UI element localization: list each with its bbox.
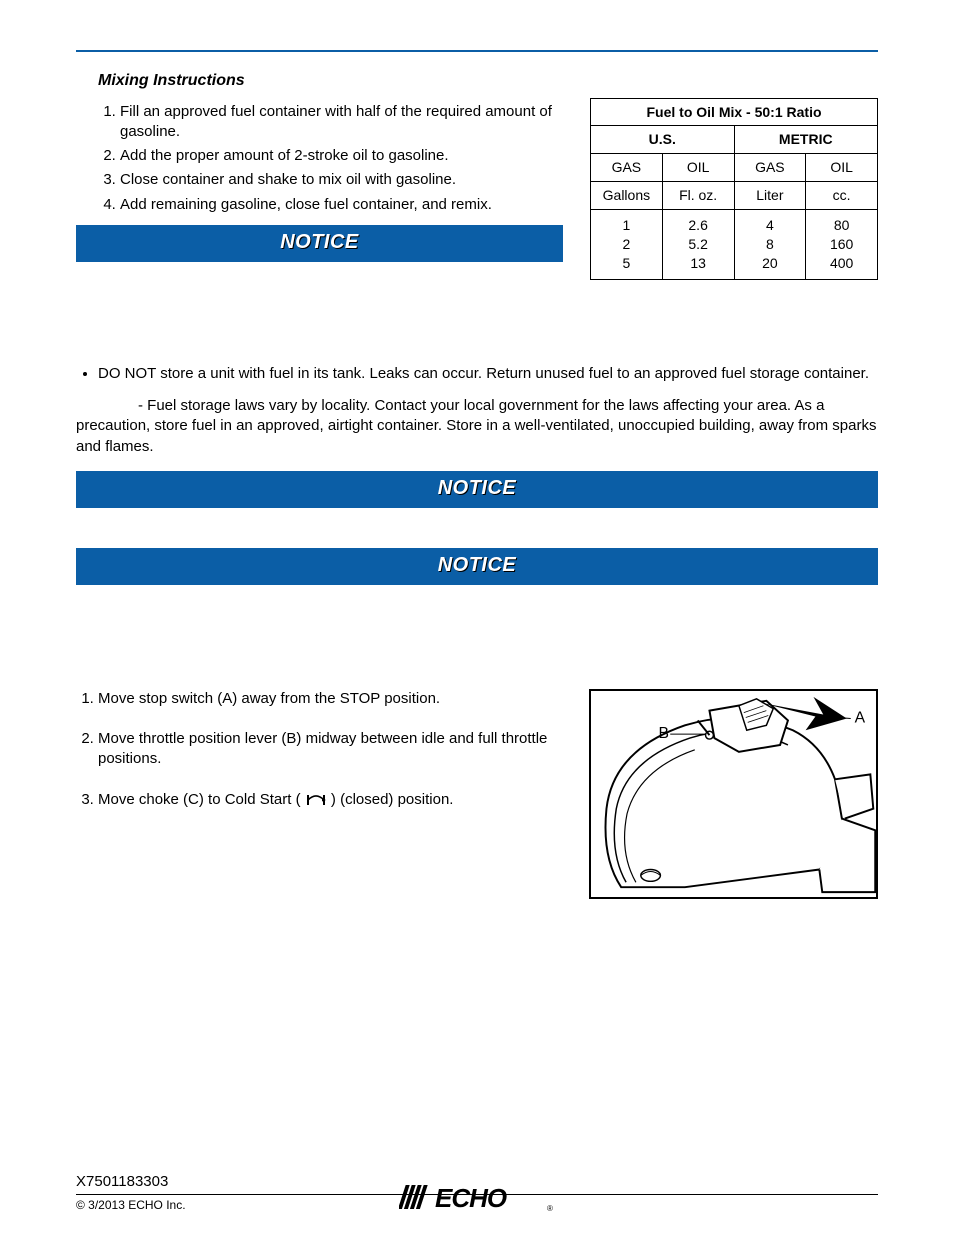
top-rule [76,50,878,52]
fuel-table-col: 1 2 5 [591,210,663,280]
start-step-post: ) (closed) position. [331,791,454,808]
start-step: Move throttle position lever (B) midway … [98,729,575,770]
fuel-table-subhdr: GAS [734,154,806,182]
fuel-table-cell: 20 [762,255,778,271]
fuel-table-col: 80 160 400 [806,210,878,280]
svg-text:ECHO: ECHO [435,1183,507,1213]
fuel-table-title: Fuel to Oil Mix - 50:1 Ratio [591,98,878,126]
fuel-table-cell: 4 [766,217,774,233]
start-step-text: Move stop switch (A) away from the STOP … [98,689,575,709]
echo-logo: ECHO ® [399,1181,555,1213]
start-procedure-row: Move stop switch (A) away from the STOP … [76,685,878,899]
choke-icon [305,793,327,807]
svg-text:®: ® [547,1204,553,1213]
mixing-step: Add remaining gasoline, close fuel conta… [120,195,574,215]
mixing-left: Fill an approved fuel container with hal… [76,98,574,262]
fuel-table-cell: 8 [766,236,774,252]
indent-paragraph: Fuel storage laws vary by locality. Cont… [76,397,876,455]
fuel-table-col: 2.6 5.2 13 [662,210,734,280]
fuel-table-cell: 80 [834,217,850,233]
page-footer: X7501183303 © 3/2013 ECHO Inc. ECHO ® [76,1172,878,1213]
fuel-table-cell: 1 [622,217,630,233]
mixing-steps: Fill an approved fuel container with hal… [98,102,574,215]
fuel-table-subhdr: OIL [806,154,878,182]
diagram-label-b: B [658,725,668,742]
fuel-table-subhdr: GAS [591,154,663,182]
start-step: Move choke (C) to Cold Start ( ) (closed… [98,790,575,810]
fuel-table-cell: 2.6 [688,217,707,233]
spacer [76,280,878,360]
start-step-text: Move throttle position lever (B) midway … [98,729,575,770]
notice-bar: NOTICE [76,225,563,262]
mixing-step: Add the proper amount of 2-stroke oil to… [120,146,574,166]
mixing-two-col: Fill an approved fuel container with hal… [76,98,878,280]
start-step: Move stop switch (A) away from the STOP … [98,689,575,709]
fuel-table-cell: 13 [690,255,706,271]
fuel-table-unit: Fl. oz. [662,182,734,210]
notice-bar: NOTICE [76,471,878,508]
storage-bullet: DO NOT store a unit with fuel in its tan… [98,364,878,384]
fuel-table-cell: 2 [622,236,630,252]
fuel-table-group-us: U.S. [591,126,735,154]
start-procedure-text: Move stop switch (A) away from the STOP … [76,685,575,830]
start-steps: Move stop switch (A) away from the STOP … [76,689,575,810]
spacer [76,625,878,685]
fuel-table-col: 4 8 20 [734,210,806,280]
fuel-table-group-metric: METRIC [734,126,878,154]
blower-diagram: A B [589,689,878,899]
fuel-table-unit: Gallons [591,182,663,210]
diagram-label-a: A [855,709,866,726]
start-step-pre: Move choke (C) to Cold Start ( [98,791,305,808]
fuel-table-cell: 5.2 [688,236,707,252]
mixing-step: Fill an approved fuel container with hal… [120,102,574,143]
fuel-table-cell: 160 [830,236,853,252]
fuel-table-cell: 5 [622,255,630,271]
fuel-table-unit: cc. [806,182,878,210]
start-step-text: Move choke (C) to Cold Start ( ) (closed… [98,790,575,810]
fuel-table-cell: 400 [830,255,853,271]
storage-bullets: DO NOT store a unit with fuel in its tan… [76,364,878,384]
fuel-ratio-table: Fuel to Oil Mix - 50:1 Ratio U.S. METRIC… [590,98,878,280]
notice-bar: NOTICE [76,548,878,585]
indent-dash: - [138,397,147,414]
section-title: Mixing Instructions [98,70,878,92]
fuel-table-unit: Liter [734,182,806,210]
fuel-table-subhdr: OIL [662,154,734,182]
mixing-step: Close container and shake to mix oil wit… [120,170,574,190]
